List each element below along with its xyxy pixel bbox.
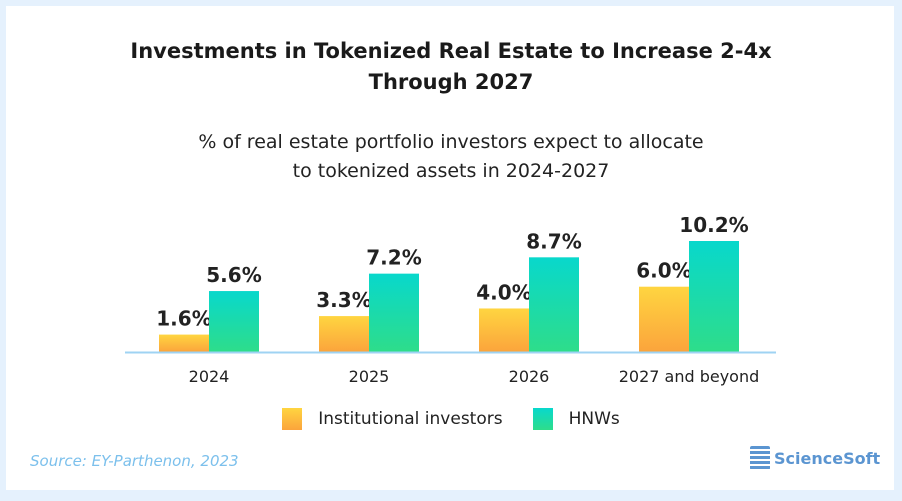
logo-text: ScienceSoft (774, 448, 881, 468)
legend-item-institutional: Institutional investors (282, 408, 503, 430)
chart-subtitle: % of real estate portfolio investors exp… (0, 128, 902, 186)
legend: Institutional investors HNWs (0, 408, 902, 430)
legend-label: Institutional investors (318, 409, 503, 429)
bar-hnws-0 (209, 291, 259, 352)
legend-item-hnws: HNWs (532, 408, 620, 430)
data-label: 6.0% (636, 259, 691, 283)
x-tick-label: 2024 (189, 367, 230, 386)
bar-institutional-3 (639, 286, 689, 352)
subtitle-line-2: to tokenized assets in 2024-2027 (292, 160, 610, 182)
title-line-2: Through 2027 (368, 70, 534, 94)
data-label: 10.2% (679, 213, 748, 237)
data-label: 1.6% (156, 307, 211, 331)
chart-title: Investments in Tokenized Real Estate to … (0, 36, 902, 98)
x-tick-label: 2025 (349, 367, 390, 386)
data-label: 7.2% (366, 246, 421, 270)
bar-hnws-1 (369, 273, 419, 352)
x-tick-label: 2027 and beyond (619, 367, 760, 386)
bar-institutional-1 (319, 316, 369, 352)
legend-swatch-institutional (282, 408, 303, 430)
legend-swatch-hnws (532, 408, 553, 430)
bar-institutional-0 (159, 334, 209, 352)
logo-icon (750, 446, 770, 470)
x-tick-label: 2026 (509, 367, 550, 386)
bar-institutional-2 (479, 308, 529, 352)
data-label: 4.0% (476, 280, 531, 304)
legend-label: HNWs (568, 409, 620, 429)
sciencesoft-logo: ScienceSoft (750, 446, 880, 470)
bar-hnws-3 (689, 241, 739, 352)
data-label: 3.3% (316, 288, 371, 312)
data-label: 5.6% (206, 263, 261, 287)
title-line-1: Investments in Tokenized Real Estate to … (130, 39, 772, 63)
bar-hnws-2 (529, 257, 579, 352)
source-note: Source: EY-Parthenon, 2023 (30, 452, 239, 470)
chart-card (6, 6, 894, 490)
subtitle-line-1: % of real estate portfolio investors exp… (198, 131, 704, 153)
data-label: 8.7% (526, 229, 581, 253)
